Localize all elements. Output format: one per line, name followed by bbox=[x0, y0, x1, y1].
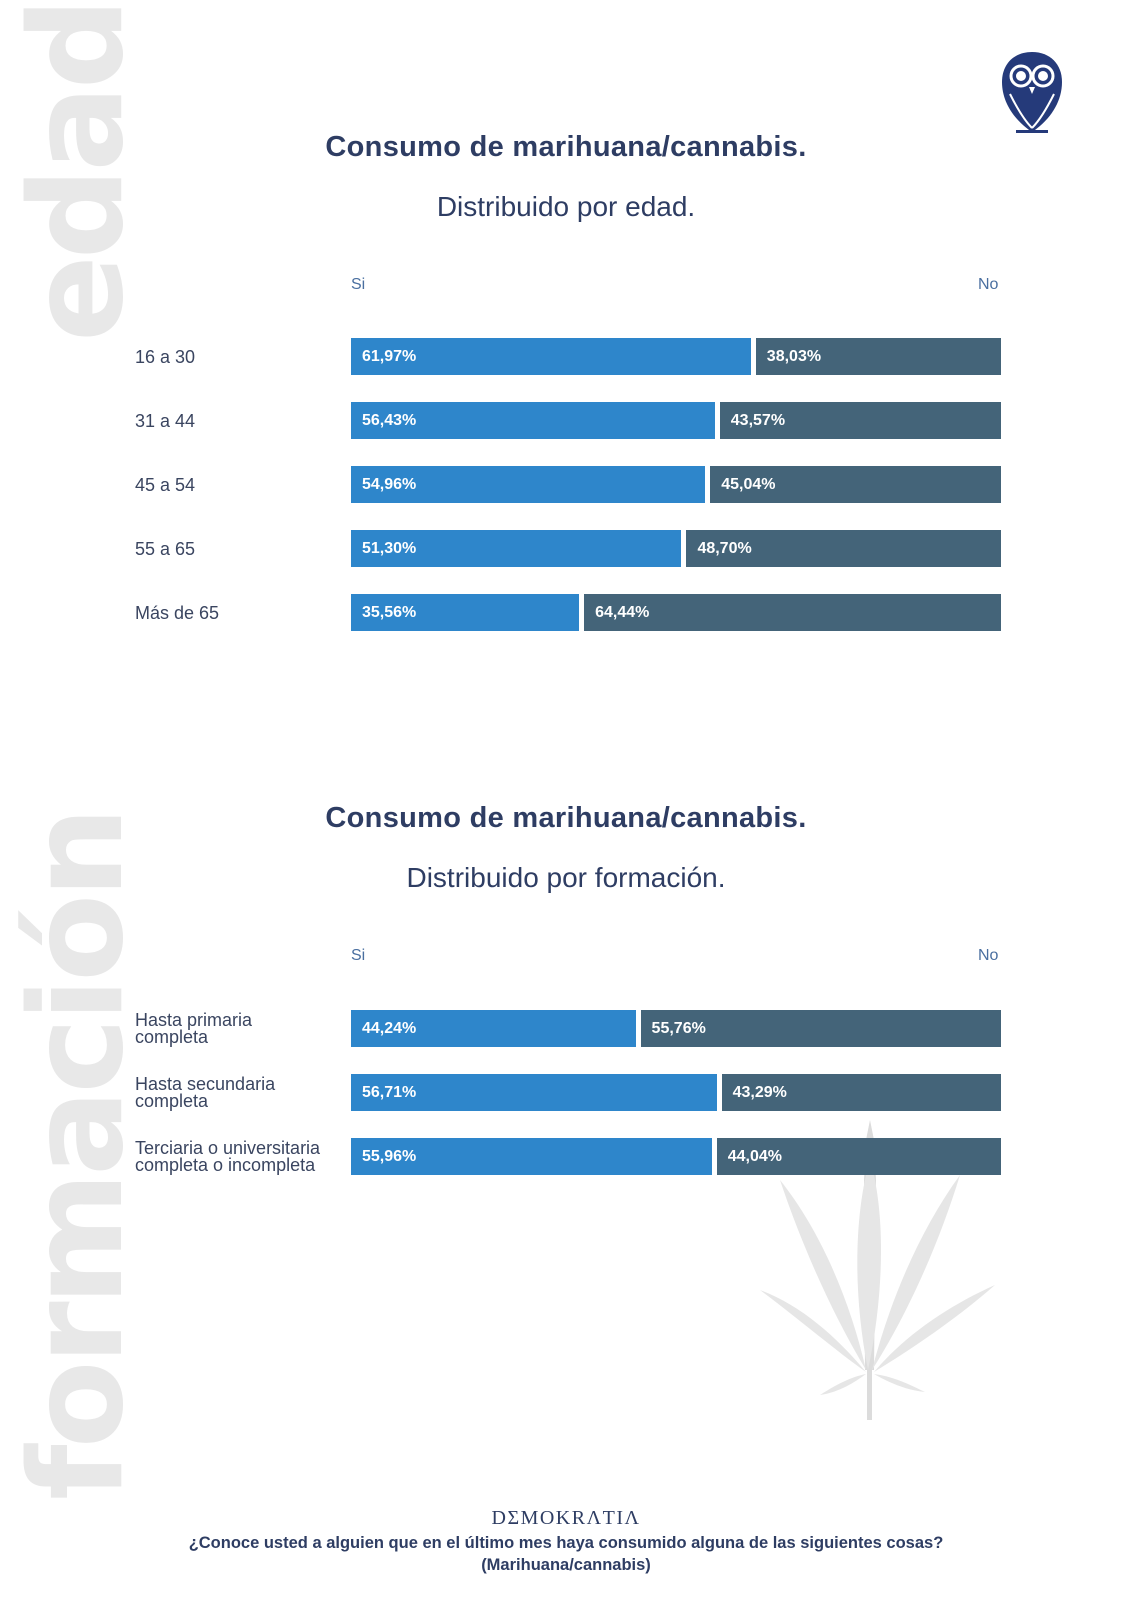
bar-row: 54,96% 45,04% bbox=[351, 466, 1001, 503]
bar-si: 51,30% bbox=[351, 530, 682, 567]
bar-no: 48,70% bbox=[686, 530, 1001, 567]
chart-title-age: Consumo de marihuana/cannabis. bbox=[325, 131, 807, 163]
survey-question-subtext: (Marihuana/cannabis) bbox=[481, 1556, 651, 1574]
cannabis-leaf-icon bbox=[760, 1120, 1010, 1420]
row-label: 31 a 44 bbox=[135, 411, 196, 431]
bar-no: 55,76% bbox=[640, 1010, 1001, 1047]
bar-si: 55,96% bbox=[351, 1138, 712, 1175]
bar-row: 56,71% 43,29% bbox=[351, 1074, 1001, 1111]
row-label: Terciaria o universitaria completa o inc… bbox=[135, 1138, 321, 1175]
bar-row: 35,56% 64,44% bbox=[351, 594, 1001, 631]
owl-logo-icon bbox=[1000, 50, 1064, 134]
bar-si: 35,56% bbox=[351, 594, 580, 631]
row-label: 16 a 30 bbox=[135, 347, 196, 367]
bar-si: 61,97% bbox=[351, 338, 751, 375]
survey-question: ¿Conoce usted a alguien que en el último… bbox=[0, 1532, 1132, 1576]
bar-row: 55,96% 44,04% bbox=[351, 1138, 1001, 1175]
chart-title-education: Consumo de marihuana/cannabis. bbox=[325, 802, 807, 834]
bar-row: 56,43% 43,57% bbox=[351, 402, 1001, 439]
row-label: 55 a 65 bbox=[135, 539, 196, 559]
legend-si-age: Si bbox=[351, 276, 366, 293]
row-label: Más de 65 bbox=[135, 603, 220, 623]
chart-subtitle-education: Distribuido por formación. bbox=[406, 862, 726, 893]
legend-no-education: No bbox=[978, 947, 999, 964]
bar-si: 56,71% bbox=[351, 1074, 717, 1111]
bar-no: 38,03% bbox=[755, 338, 1001, 375]
row-label: 45 a 54 bbox=[135, 475, 196, 495]
bar-row: 61,97% 38,03% bbox=[351, 338, 1001, 375]
watermark-formacion: formación bbox=[3, 810, 152, 1500]
bar-si: 56,43% bbox=[351, 402, 715, 439]
legend-no-age: No bbox=[978, 276, 999, 293]
bar-si: 54,96% bbox=[351, 466, 706, 503]
bar-row: 51,30% 48,70% bbox=[351, 530, 1001, 567]
bar-row: 44,24% 55,76% bbox=[351, 1010, 1001, 1047]
brand-wordmark: DΣMOKRΛTIΛ bbox=[491, 1507, 641, 1529]
bar-no: 45,04% bbox=[710, 466, 1001, 503]
bar-no: 43,29% bbox=[721, 1074, 1001, 1111]
watermark-edad: edad bbox=[3, 1, 152, 342]
legend-si-education: Si bbox=[351, 947, 366, 964]
bar-si: 44,24% bbox=[351, 1010, 636, 1047]
row-label: Hasta secundaria completa bbox=[135, 1074, 276, 1111]
bar-no: 43,57% bbox=[719, 402, 1001, 439]
bar-no: 64,44% bbox=[584, 594, 1001, 631]
bar-no: 44,04% bbox=[716, 1138, 1001, 1175]
chart-subtitle-age: Distribuido por edad. bbox=[436, 191, 696, 222]
row-label: Hasta primaria completa bbox=[135, 1010, 253, 1047]
survey-question-text: ¿Conoce usted a alguien que en el último… bbox=[188, 1534, 944, 1552]
